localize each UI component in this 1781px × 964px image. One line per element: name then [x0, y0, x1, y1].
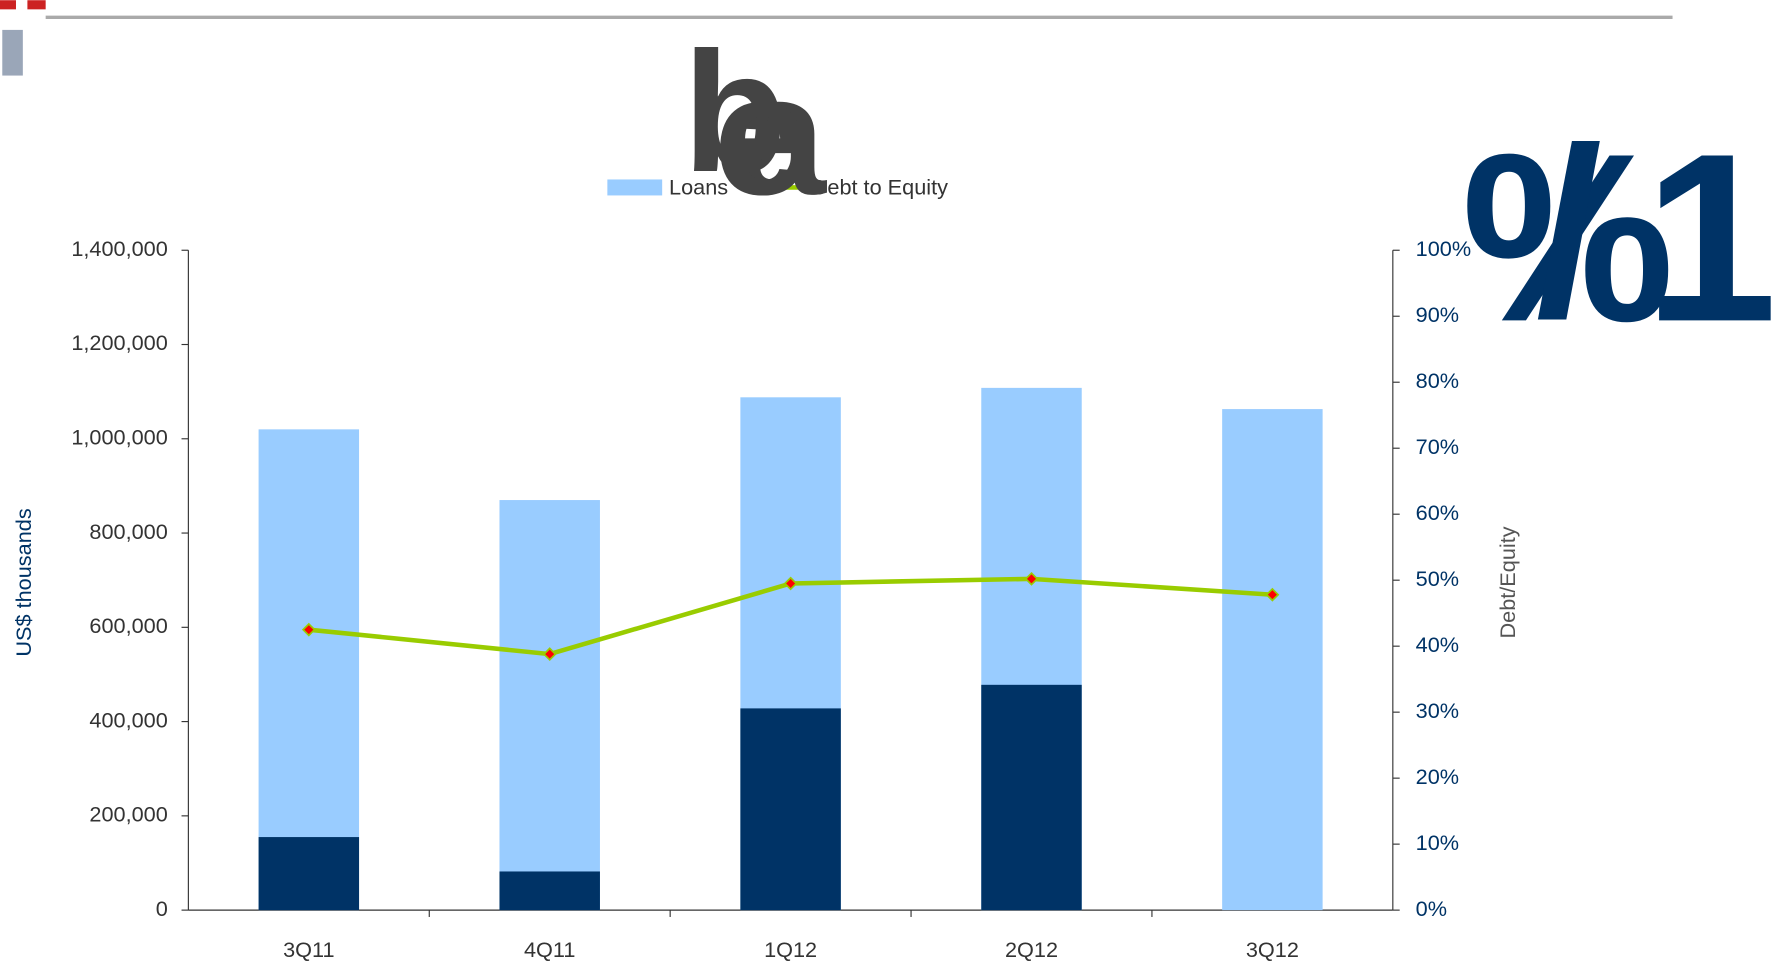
y2-tick-label: 60% [1416, 500, 1459, 525]
y2-tick-label: 50% [1416, 566, 1459, 591]
annotation: / [1536, 98, 1603, 366]
logo [0, 0, 16, 9]
x-tick-label: 3Q12 [1246, 937, 1299, 962]
annotation: 1 [1644, 103, 1777, 371]
bar [499, 500, 599, 910]
y-tick-label: 800,000 [89, 519, 167, 544]
y-tick-label: 1,000,000 [71, 425, 167, 450]
bar [259, 837, 359, 910]
bar [1222, 409, 1322, 910]
y-tick-label: 1,400,000 [71, 236, 167, 261]
bar [981, 685, 1081, 910]
y2-tick-label: 70% [1416, 434, 1459, 459]
x-tick-label: 3Q11 [283, 937, 334, 962]
bar [740, 708, 840, 910]
x-tick-label: 4Q11 [524, 937, 575, 962]
icon [2, 30, 23, 76]
x-tick-label: 2Q12 [1005, 937, 1058, 962]
y-tick-label: 200,000 [89, 802, 167, 827]
y2-tick-label: 90% [1416, 302, 1459, 327]
y2-tick-label: 40% [1416, 632, 1459, 657]
bar [499, 871, 599, 910]
x-tick-label: 1Q12 [764, 937, 817, 962]
y-tick-label: 1,200,000 [71, 330, 167, 355]
y-tick-label: 0 [156, 896, 168, 921]
page: {"chart_data": {"type": "bar-line", "ann… [0, 0, 1781, 964]
chart: US$ thousands Debt/Equity 0 200,000 400,00… [0, 0, 1781, 964]
annotation: e [714, 40, 809, 231]
logo [27, 0, 45, 9]
y2-tick-label: 20% [1416, 764, 1459, 789]
y2-tick-label: 0% [1416, 896, 1447, 921]
y2-tick-label: 80% [1416, 368, 1459, 393]
y-tick-label: 400,000 [89, 707, 167, 732]
y2-tick-label: 30% [1416, 698, 1459, 723]
y2-tick-label: 10% [1416, 830, 1459, 855]
y-tick-label: 600,000 [89, 613, 167, 638]
y-axis-title: US$ thousands [11, 508, 36, 656]
y2-axis-title: Debt/Equity [1495, 526, 1520, 638]
legend-swatch [607, 179, 662, 195]
legend-label: Debt to Equity [812, 174, 948, 199]
